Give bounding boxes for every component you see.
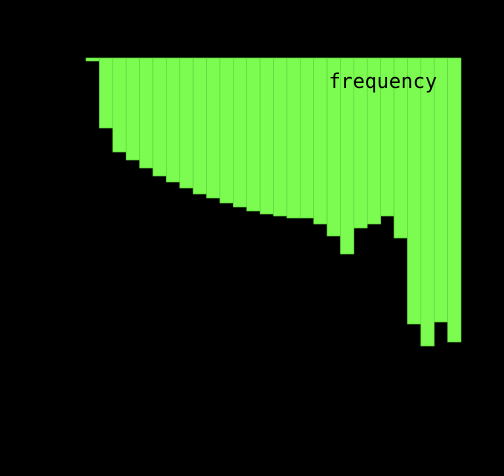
bar: [152, 57, 167, 177]
bar: [166, 57, 181, 183]
bar: [219, 57, 234, 204]
bar: [313, 57, 328, 225]
bar: [192, 57, 207, 195]
bar: [433, 57, 448, 323]
bar: [112, 57, 127, 153]
bar: [99, 57, 114, 129]
bar: [179, 57, 194, 189]
bar: [259, 57, 274, 215]
bar: [85, 57, 100, 62]
legend-label: frequency: [329, 69, 437, 93]
bar-group: [85, 57, 462, 347]
bar: [299, 57, 314, 219]
bar: [206, 57, 221, 199]
bar: [286, 57, 301, 219]
bar: [407, 57, 422, 325]
bar: [233, 57, 248, 208]
bar: [246, 57, 261, 212]
bar: [273, 57, 288, 217]
bar: [447, 57, 462, 343]
bar: [420, 57, 435, 347]
bar: [139, 57, 154, 169]
bar: [125, 57, 140, 161]
